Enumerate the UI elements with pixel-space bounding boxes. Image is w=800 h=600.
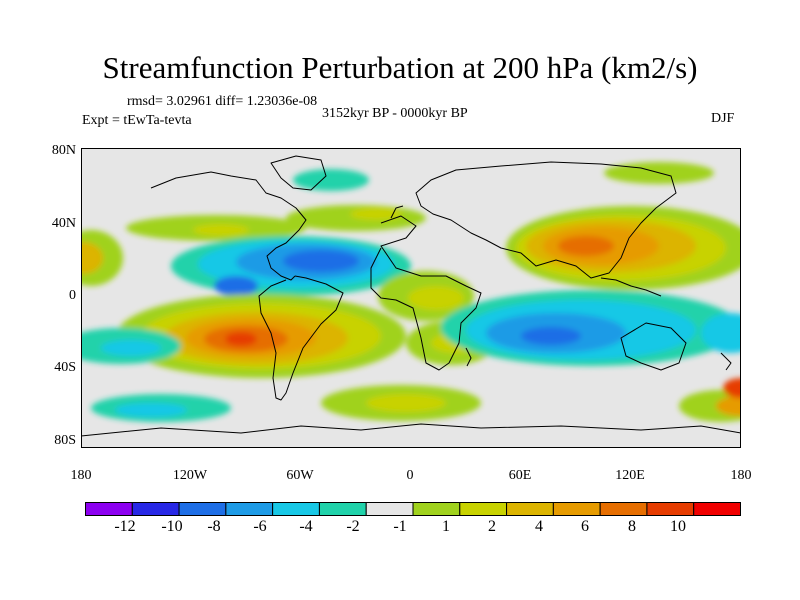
colorbar-box (318, 502, 367, 516)
lat-label-eq: 0 (69, 288, 76, 303)
colorbar-box (599, 502, 648, 516)
lon-label-120e: 120E (615, 468, 645, 483)
season-label: DJF (711, 111, 735, 126)
lon-label-180w: 180 (70, 468, 92, 483)
colorbar-label: 8 (628, 518, 636, 535)
colorbar-label: -12 (114, 518, 136, 535)
streamfunction-map (81, 148, 741, 448)
colorbar-label: 10 (670, 518, 686, 535)
colorbar-label: -4 (299, 518, 313, 535)
lat-label-80n: 80N (51, 143, 76, 158)
colorbar-box (552, 502, 601, 516)
colorbar-label: -2 (346, 518, 360, 535)
colorbar-label: -6 (253, 518, 267, 535)
lon-label-120w: 120W (172, 468, 208, 483)
lon-label-60e: 60E (508, 468, 532, 483)
colorbar-box (693, 502, 741, 516)
lon-label-60w: 60W (286, 468, 314, 483)
colorbar-box (178, 502, 227, 516)
colorbar-label: 6 (581, 518, 589, 535)
experiment-label: Expt = tEwTa-tevta (82, 113, 192, 128)
colorbar-box (225, 502, 274, 516)
colorbar-box (272, 502, 320, 516)
lon-label-180e: 180 (730, 468, 752, 483)
lat-label-40n: 40N (51, 216, 76, 231)
colorbar-box (365, 502, 414, 516)
colorbar-boxes (85, 502, 741, 516)
plot-title: Streamfunction Perturbation at 200 hPa (… (102, 50, 698, 85)
colorbar-box (412, 502, 461, 516)
colorbar-box (646, 502, 695, 516)
colorbar-label: 4 (535, 518, 543, 535)
lat-label-40s: 40S (54, 360, 76, 375)
colorbar (85, 502, 741, 516)
coastlines (81, 155, 741, 437)
lon-label-0: 0 (406, 468, 414, 483)
colorbar-box (506, 502, 554, 516)
colorbar-label: -8 (207, 518, 221, 535)
colorbar-label: -10 (161, 518, 183, 535)
period-label: 3152kyr BP - 0000kyr BP (322, 106, 468, 121)
plot-frame (81, 148, 741, 448)
colorbar-label: -1 (393, 518, 407, 535)
colorbar-label: 1 (442, 518, 450, 535)
colorbar-box (85, 502, 133, 516)
stats-text: rmsd= 3.02961 diff= 1.23036e-08 (127, 94, 318, 109)
colorbar-box (459, 502, 508, 516)
colorbar-box (131, 502, 180, 516)
colorbar-label: 2 (488, 518, 496, 535)
lat-label-80s: 80S (54, 433, 76, 448)
